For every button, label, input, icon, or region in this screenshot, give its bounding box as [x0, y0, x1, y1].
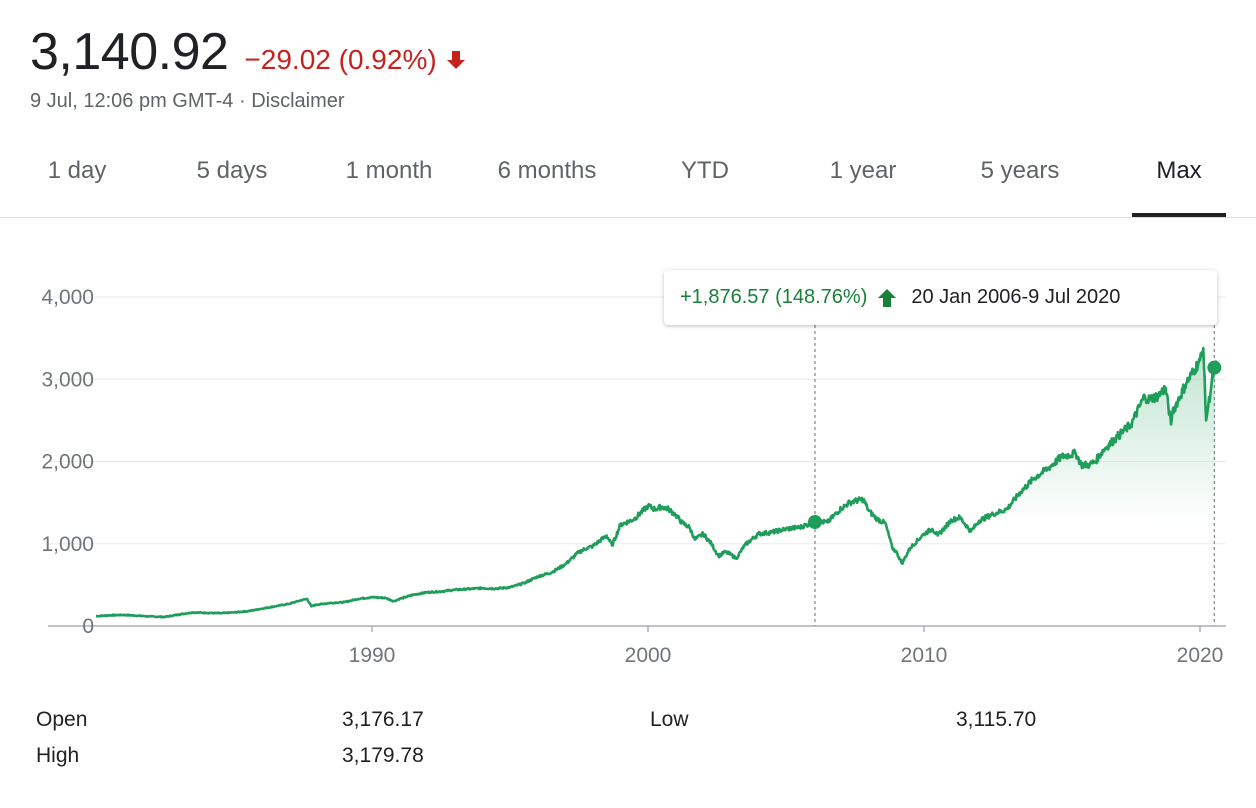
- range-change: +1,876.57 (148.76%): [680, 286, 868, 308]
- tab-5-days[interactable]: 5 days: [172, 140, 292, 217]
- tab-label: 1 day: [47, 157, 107, 184]
- low-value: 3,115.70: [956, 708, 1037, 731]
- tab-1-day[interactable]: 1 day: [28, 140, 126, 217]
- y-tick-label: 0: [82, 615, 94, 638]
- open-value: 3,176.17: [342, 708, 424, 731]
- disclaimer-link[interactable]: Disclaimer: [251, 90, 345, 112]
- tab-1-year[interactable]: 1 year: [808, 140, 918, 217]
- arrow-up-icon: [878, 288, 897, 307]
- tab-label: YTD: [681, 157, 729, 184]
- price-series-line: [95, 346, 1221, 619]
- current-price: 3,140.92: [30, 23, 229, 81]
- quote-meta: 9 Jul, 12:06 pm GMT-4 · Disclaimer: [30, 90, 345, 113]
- range-tooltip: +1,876.57 (148.76%) 20 Jan 2006-9 Jul 20…: [664, 270, 1217, 325]
- range-dates: 20 Jan 2006-9 Jul 2020: [911, 286, 1121, 308]
- tab-label: 6 months: [497, 157, 597, 184]
- quote-header: 3,140.92 −29.02 (0.92%): [30, 22, 467, 82]
- x-tick-label: 2000: [625, 644, 672, 667]
- quote-timestamp: 9 Jul, 12:06 pm GMT-4 ·: [30, 90, 252, 112]
- price-change-value: −29.02 (0.92%): [244, 44, 437, 75]
- y-axis-ticks: 0 1,000 2,000 3,000 4,000: [41, 286, 94, 638]
- active-tab-indicator: [1132, 213, 1226, 217]
- tab-label: 1 month: [345, 157, 433, 184]
- chart-gridlines: [48, 296, 1226, 627]
- range-tabs: 1 day 5 days 1 month 6 months YTD 1 year…: [0, 140, 1256, 218]
- tab-5-years[interactable]: 5 years: [960, 140, 1080, 217]
- low-label: Low: [650, 708, 689, 731]
- y-tick-label: 3,000: [41, 368, 94, 391]
- x-tick-label: 2020: [1177, 644, 1224, 667]
- tab-label: 5 years: [980, 157, 1060, 184]
- tab-6-months[interactable]: 6 months: [482, 140, 612, 217]
- price-chart[interactable]: 0 1,000 2,000 3,000 4,000 1990 2000 2010 2020: [0, 218, 1256, 678]
- arrow-down-icon: [446, 51, 465, 69]
- tab-ytd[interactable]: YTD: [660, 140, 750, 217]
- high-value: 3,179.78: [342, 744, 424, 767]
- open-label: Open: [36, 708, 88, 731]
- highlight-area-fill: [815, 348, 1216, 522]
- high-label: High: [36, 744, 80, 767]
- y-tick-label: 2,000: [41, 451, 94, 474]
- range-start-point[interactable]: [807, 515, 822, 530]
- x-axis-ticks: 1990 2000 2010 2020: [349, 626, 1224, 667]
- tab-1-month[interactable]: 1 month: [330, 140, 448, 217]
- x-tick-label: 2010: [901, 644, 948, 667]
- x-tick-label: 1990: [349, 644, 396, 667]
- price-change: −29.02 (0.92%): [244, 44, 466, 76]
- tab-label: Max: [1156, 157, 1202, 184]
- y-tick-label: 1,000: [41, 533, 94, 556]
- range-end-point[interactable]: [1207, 360, 1222, 375]
- tab-label: 1 year: [829, 157, 897, 184]
- tab-label: 5 days: [196, 157, 268, 184]
- y-tick-label: 4,000: [41, 286, 94, 309]
- tab-max[interactable]: Max: [1132, 140, 1226, 217]
